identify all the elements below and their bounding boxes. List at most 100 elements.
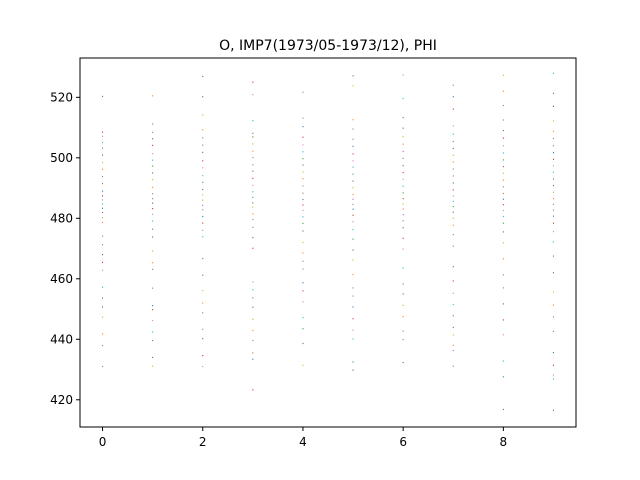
- data-point: [502, 231, 504, 233]
- data-point: [502, 152, 504, 154]
- data-point: [302, 117, 304, 119]
- data-point: [402, 227, 404, 229]
- data-point: [402, 143, 404, 145]
- data-point: [352, 166, 354, 168]
- data-point: [102, 147, 104, 149]
- data-point: [202, 355, 204, 357]
- data-point: [552, 209, 554, 211]
- data-point: [202, 328, 204, 330]
- data-point: [102, 154, 104, 156]
- data-point: [152, 165, 154, 167]
- data-point: [102, 217, 104, 219]
- data-point: [402, 150, 404, 153]
- data-series: [352, 75, 354, 371]
- data-point: [102, 345, 104, 347]
- data-point: [252, 206, 254, 208]
- data-point: [502, 104, 504, 107]
- data-series: [552, 72, 554, 411]
- x-tick-label: 4: [299, 435, 307, 449]
- data-point: [502, 137, 504, 139]
- data-point: [552, 304, 554, 306]
- data-point: [102, 182, 104, 185]
- data-point: [552, 241, 554, 243]
- data-point: [452, 266, 454, 268]
- data-point: [352, 221, 354, 223]
- data-point: [302, 144, 304, 146]
- data-point: [252, 358, 254, 360]
- data-point: [102, 297, 104, 299]
- data-point: [152, 198, 154, 200]
- data-point: [302, 282, 304, 284]
- data-point: [202, 302, 204, 304]
- data-point: [252, 226, 254, 228]
- y-tick-label: 440: [50, 332, 73, 346]
- data-point: [402, 178, 404, 180]
- data-point: [152, 305, 154, 307]
- data-point: [102, 221, 104, 224]
- y-tick-label: 460: [50, 272, 73, 286]
- data-point: [552, 137, 554, 140]
- data-point: [252, 81, 254, 83]
- data-point: [202, 167, 204, 169]
- data-point: [552, 158, 554, 160]
- data-point: [502, 192, 504, 195]
- data-point: [402, 157, 404, 160]
- data-point: [152, 208, 154, 210]
- data-point: [352, 193, 354, 196]
- data-point: [552, 330, 554, 333]
- data-point: [302, 316, 304, 319]
- data-point: [402, 172, 404, 174]
- data-point: [102, 316, 104, 318]
- data-point: [452, 349, 454, 352]
- data-point: [202, 160, 204, 162]
- data-point: [252, 297, 254, 299]
- data-point: [152, 138, 154, 140]
- data-point: [552, 374, 554, 376]
- data-point: [552, 378, 554, 380]
- data-point: [352, 75, 354, 77]
- data-point: [402, 165, 404, 167]
- data-point: [552, 272, 554, 274]
- data-point: [352, 361, 354, 363]
- axes-frame: [79, 57, 577, 428]
- data-point: [552, 145, 554, 147]
- data-point: [502, 74, 504, 76]
- data-point: [302, 192, 304, 194]
- data-point: [102, 142, 104, 144]
- data-point: [302, 222, 304, 225]
- data-point: [152, 287, 154, 289]
- data-point: [152, 193, 154, 195]
- data-point: [302, 136, 304, 138]
- data-point: [102, 333, 104, 335]
- data-point: [252, 281, 254, 283]
- data-point: [352, 249, 354, 251]
- data-point: [302, 328, 304, 330]
- data-point: [302, 204, 304, 206]
- data-point: [452, 234, 454, 236]
- data-point: [552, 316, 554, 318]
- data-point: [252, 184, 254, 186]
- data-point: [352, 295, 354, 297]
- data-point: [452, 161, 454, 163]
- data-point: [402, 220, 404, 222]
- data-point: [152, 228, 154, 230]
- data-point: [302, 209, 304, 212]
- x-tick-label: 8: [500, 435, 508, 449]
- data-point: [352, 138, 354, 140]
- data-point: [102, 175, 104, 178]
- data-point: [452, 125, 454, 127]
- data-point: [402, 267, 404, 269]
- data-point: [352, 369, 354, 371]
- data-point: [452, 140, 454, 143]
- data-point: [402, 198, 404, 200]
- data-point: [152, 172, 154, 174]
- data-point: [302, 342, 304, 345]
- chart-title: O, IMP7(1973/05-1973/12), PHI: [219, 38, 437, 54]
- data-point: [102, 207, 104, 209]
- data-point: [452, 217, 454, 219]
- data-point: [352, 259, 354, 261]
- data-point: [202, 338, 204, 340]
- data-point: [452, 108, 454, 110]
- data-point: [452, 326, 454, 329]
- data-point: [252, 306, 254, 308]
